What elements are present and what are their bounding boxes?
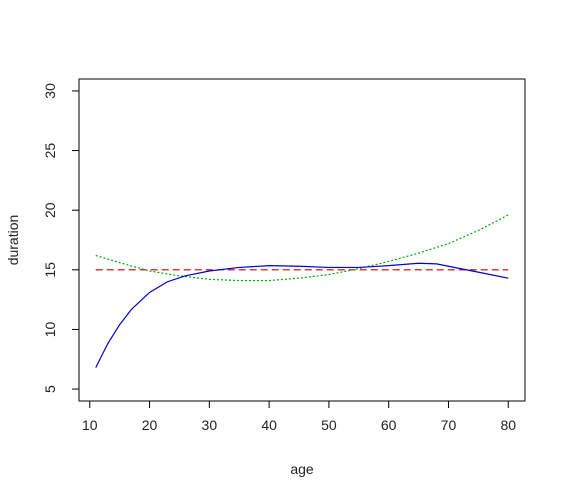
x-axis: 10 20 30 40 50 60 70 80 bbox=[82, 401, 516, 433]
y-tick-label: 15 bbox=[42, 262, 58, 278]
x-axis-label: age bbox=[290, 461, 314, 477]
x-tick-label: 80 bbox=[500, 417, 516, 433]
x-tick-label: 60 bbox=[381, 417, 397, 433]
y-tick-label: 10 bbox=[42, 321, 58, 337]
y-tick-label: 20 bbox=[42, 202, 58, 218]
series-line-3 bbox=[95, 262, 509, 368]
y-tick-label: 25 bbox=[42, 143, 58, 159]
y-axis-label: duration bbox=[5, 215, 21, 266]
y-tick-label: 5 bbox=[42, 385, 58, 393]
x-tick-label: 10 bbox=[82, 417, 98, 433]
y-axis: 5 10 15 20 25 30 bbox=[42, 83, 79, 393]
plot-frame bbox=[78, 78, 526, 402]
x-tick-label: 70 bbox=[441, 417, 457, 433]
series-layer bbox=[95, 214, 509, 368]
x-tick-label: 40 bbox=[261, 417, 277, 433]
x-tick-label: 30 bbox=[202, 417, 218, 433]
x-tick-label: 50 bbox=[321, 417, 337, 433]
x-tick-label: 20 bbox=[142, 417, 158, 433]
y-tick-label: 30 bbox=[42, 83, 58, 99]
series-line-2 bbox=[95, 214, 509, 282]
